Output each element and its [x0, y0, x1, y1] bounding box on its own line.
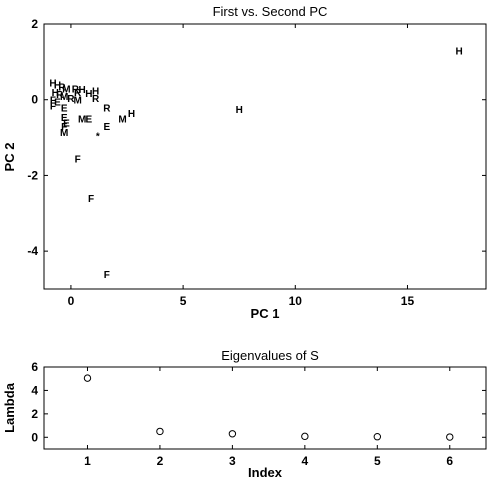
data-point-label: M: [62, 84, 70, 95]
x-tick-label: 15: [401, 294, 415, 308]
x-tick-label: 3: [229, 454, 236, 468]
y-tick-label: 0: [31, 93, 38, 107]
data-point-label: H: [52, 88, 59, 99]
data-point-label: F: [88, 194, 94, 205]
eigenvalue-panel: Eigenvalues of S 1 2 3 4 5 6 0 2 4 6 Index Lambd…: [2, 348, 487, 480]
data-point-label: R: [67, 94, 75, 105]
data-point-label: F: [50, 101, 56, 112]
data-point-label: E: [61, 103, 68, 114]
eigenvalue-x-ticks: 1 2 3 4 5 6: [84, 367, 453, 468]
eigenvalue-y-label: Lambda: [2, 382, 17, 433]
pc-scatter-y-label: PC 2: [2, 143, 17, 172]
x-tick-label: 6: [446, 454, 453, 468]
data-point-label: R: [74, 88, 82, 99]
data-point-label: M: [60, 92, 68, 103]
eigenvalue-y-ticks: 0 2 4 6: [31, 360, 486, 444]
eigenvalue-points: [83, 374, 454, 441]
x-tick-label: 5: [180, 294, 187, 308]
y-tick-label: 4: [31, 383, 38, 397]
data-point-label: R: [58, 82, 66, 93]
eigenvalue-axes-box: [43, 366, 487, 450]
data-point-label: F: [61, 122, 67, 133]
pc-scatter-title: First vs. Second PC: [213, 4, 328, 19]
y-tick-label: 2: [31, 407, 38, 421]
y-tick-label: -4: [27, 244, 38, 258]
eigenvalue-title: Eigenvalues of S: [221, 348, 319, 363]
data-point-label: R: [103, 103, 111, 114]
data-point-label: H: [85, 89, 92, 100]
x-tick-label: 0: [68, 294, 75, 308]
data-point-label: H: [49, 79, 56, 90]
data-point-label: H: [54, 81, 61, 92]
eigenvalue-point: [156, 427, 164, 436]
pc-scatter-x-ticks: 0 5 10 15: [68, 24, 415, 308]
data-point-label: E: [61, 113, 68, 124]
data-point-label: F: [104, 270, 110, 281]
data-point-label: H: [92, 86, 99, 97]
x-tick-label: 10: [289, 294, 303, 308]
data-point-label: E: [86, 115, 93, 126]
data-point-label: H: [236, 105, 243, 116]
data-point-label: R: [56, 90, 64, 101]
data-point-label: R: [92, 94, 100, 105]
data-point-label: M: [73, 96, 81, 107]
x-tick-label: 2: [157, 454, 164, 468]
data-point-label: E: [103, 122, 110, 133]
data-point-label: M: [118, 115, 126, 126]
data-point-label: H: [455, 47, 462, 58]
data-point-label: E: [63, 118, 70, 129]
eigenvalue-x-label: Index: [248, 465, 283, 480]
eigenvalue-point: [228, 430, 237, 438]
eigenvalue-point: [446, 433, 454, 441]
y-tick-label: 6: [31, 360, 38, 374]
y-tick-label: 0: [31, 430, 38, 444]
data-point-label: F: [75, 154, 81, 165]
y-tick-label: -2: [27, 168, 38, 182]
x-tick-label: 5: [374, 454, 381, 468]
x-tick-label: 4: [302, 454, 309, 468]
pc-scatter-x-label: PC 1: [251, 306, 280, 321]
data-point-label: R: [72, 84, 80, 95]
data-point-label: E: [54, 98, 61, 109]
eigenvalue-point: [301, 432, 309, 441]
data-point-label: F: [50, 96, 56, 107]
data-point-label: *: [96, 132, 100, 143]
data-point-label: H: [79, 85, 86, 96]
x-tick-label: 1: [84, 454, 91, 468]
data-point-label: H: [128, 109, 135, 120]
y-tick-label: 2: [31, 17, 38, 31]
pc-scatter-axes-box: [43, 23, 487, 290]
data-point-label: M: [78, 115, 86, 126]
pc-scatter-y-ticks: -4 -2 0 2: [27, 17, 486, 258]
eigenvalue-point: [373, 433, 382, 441]
data-point-label: M: [60, 128, 68, 139]
eigenvalue-point: [83, 374, 92, 382]
